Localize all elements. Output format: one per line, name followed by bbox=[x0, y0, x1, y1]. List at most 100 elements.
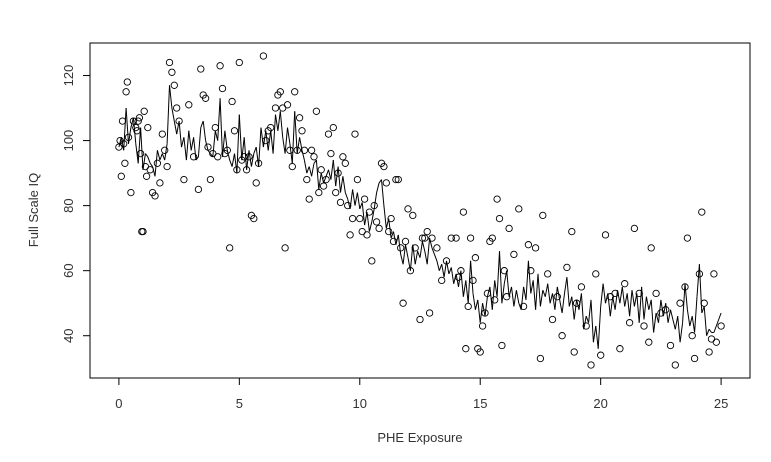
data-point bbox=[228, 97, 236, 106]
data-point bbox=[570, 348, 578, 356]
data-point bbox=[428, 234, 436, 242]
line-segment bbox=[650, 299, 655, 333]
line-segment bbox=[359, 202, 363, 210]
data-point bbox=[478, 322, 487, 330]
data-point bbox=[262, 136, 270, 145]
data-point bbox=[524, 241, 533, 249]
line-segment bbox=[561, 293, 565, 314]
data-point bbox=[324, 130, 333, 138]
line-segment bbox=[715, 319, 720, 327]
line-segment bbox=[197, 127, 202, 157]
data-point bbox=[276, 88, 284, 96]
line-segment bbox=[535, 273, 539, 310]
line-segment bbox=[412, 244, 416, 265]
line-segment bbox=[287, 127, 291, 144]
line-segment bbox=[595, 325, 599, 349]
line-segment bbox=[421, 241, 426, 252]
line-segment bbox=[542, 290, 546, 297]
line-segment bbox=[279, 111, 284, 138]
data-point bbox=[500, 267, 508, 275]
line-segment bbox=[238, 114, 243, 161]
line-segment bbox=[222, 130, 226, 157]
data-point bbox=[252, 179, 260, 187]
line-segment bbox=[426, 238, 431, 265]
line-segment bbox=[713, 325, 717, 333]
x-axis: 0 5 10 15 20 25 bbox=[115, 378, 728, 411]
line-segment bbox=[448, 267, 452, 275]
line-segment bbox=[253, 146, 257, 154]
line-segment bbox=[402, 244, 406, 265]
data-point bbox=[348, 214, 357, 223]
line-segment bbox=[171, 107, 175, 122]
data-point bbox=[698, 208, 706, 216]
line-segment bbox=[376, 182, 380, 193]
data-point bbox=[132, 123, 140, 132]
line-segment bbox=[373, 192, 378, 209]
line-segment bbox=[438, 264, 443, 271]
data-point bbox=[356, 214, 364, 223]
data-point bbox=[630, 224, 639, 233]
line-segment bbox=[159, 153, 163, 161]
data-point bbox=[118, 117, 127, 125]
data-point bbox=[611, 289, 619, 298]
line-segment bbox=[219, 98, 223, 157]
line-segment bbox=[241, 137, 245, 161]
line-segment bbox=[181, 137, 185, 148]
data-point bbox=[223, 146, 231, 154]
data-point bbox=[635, 289, 643, 298]
data-point bbox=[173, 104, 181, 112]
data-point bbox=[322, 175, 330, 184]
line-segment bbox=[250, 153, 255, 167]
data-point bbox=[462, 345, 470, 353]
line-segment bbox=[571, 296, 575, 320]
line-segment bbox=[530, 280, 534, 294]
line-segment bbox=[164, 143, 168, 161]
data-point bbox=[457, 267, 465, 275]
data-point bbox=[353, 175, 362, 184]
line-segment bbox=[356, 192, 361, 209]
line-segment bbox=[486, 286, 491, 297]
data-point bbox=[688, 332, 696, 340]
line-segment bbox=[340, 176, 344, 193]
line-segment bbox=[539, 290, 544, 307]
line-segment bbox=[532, 280, 537, 310]
line-segment bbox=[205, 140, 209, 151]
data-point bbox=[409, 211, 417, 220]
line-segment bbox=[169, 85, 173, 109]
data-point bbox=[122, 88, 130, 96]
line-segment bbox=[123, 107, 127, 151]
data-point bbox=[601, 231, 610, 239]
line-segment bbox=[231, 153, 235, 167]
data-point bbox=[531, 244, 540, 252]
line-segment bbox=[624, 293, 628, 307]
data-point bbox=[657, 309, 665, 317]
line-segment bbox=[670, 309, 674, 320]
data-point bbox=[211, 123, 219, 132]
line-segment bbox=[248, 150, 252, 167]
data-point bbox=[558, 332, 566, 340]
line-segment bbox=[706, 329, 710, 336]
data-point bbox=[197, 65, 205, 73]
data-point bbox=[466, 234, 475, 242]
data-point bbox=[346, 231, 354, 239]
line-segment bbox=[523, 286, 527, 300]
data-point bbox=[382, 179, 390, 187]
data-point bbox=[334, 169, 342, 177]
data-point bbox=[652, 289, 660, 298]
data-point bbox=[645, 338, 653, 346]
line-segment bbox=[308, 166, 313, 177]
data-point bbox=[568, 227, 576, 236]
data-point bbox=[717, 322, 725, 330]
line-segment bbox=[515, 290, 520, 304]
line-segment bbox=[602, 283, 606, 304]
line-segment bbox=[142, 153, 146, 170]
data-point bbox=[307, 146, 316, 154]
line-segment bbox=[234, 153, 238, 174]
y-tick-label: 60 bbox=[61, 263, 76, 277]
line-segment bbox=[347, 198, 351, 210]
line-segment bbox=[462, 280, 467, 297]
data-point bbox=[416, 315, 424, 324]
line-segment bbox=[303, 160, 308, 174]
data-point bbox=[389, 237, 398, 246]
y-axis-title: Full Scale IQ bbox=[26, 173, 41, 247]
